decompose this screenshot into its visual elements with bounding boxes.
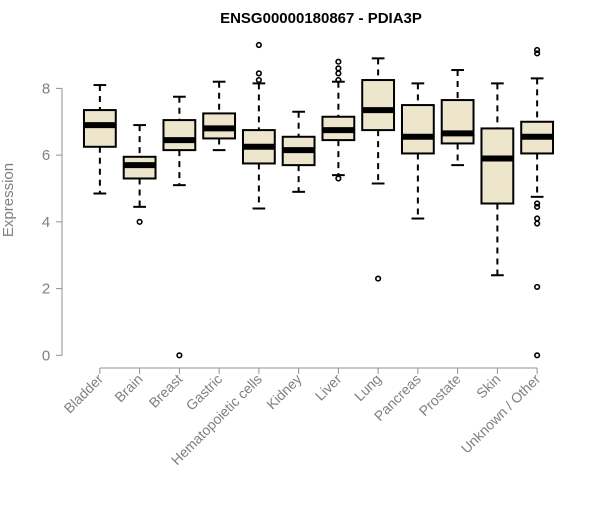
box-group xyxy=(480,82,515,277)
outlier-point xyxy=(335,70,342,77)
outlier-point xyxy=(534,200,541,207)
box-group xyxy=(440,69,475,167)
y-axis-label: Expression xyxy=(0,163,17,237)
outlier-point xyxy=(255,70,262,77)
y-tick-label: 2 xyxy=(42,281,50,298)
iqr-box xyxy=(361,79,396,132)
outlier-point xyxy=(335,76,342,84)
box-group xyxy=(82,84,117,195)
iqr-box xyxy=(480,127,515,205)
outlier-point xyxy=(534,220,541,227)
outlier-point xyxy=(335,175,342,182)
box-group xyxy=(520,46,555,359)
y-tick-label: 8 xyxy=(42,80,50,97)
y-tick-label: 0 xyxy=(42,347,50,364)
y-tick-label: 4 xyxy=(42,214,50,231)
axes: 0 2 4 6 8 xyxy=(42,80,538,369)
outlier-point xyxy=(375,275,382,282)
outlier-point xyxy=(136,218,143,225)
outlier-point xyxy=(176,352,183,359)
x-tick-label: Kidney xyxy=(263,371,305,413)
box-group xyxy=(321,58,356,182)
iqr-box xyxy=(162,119,197,152)
x-tick-label: Brain xyxy=(111,371,145,405)
outlier-point xyxy=(534,50,541,57)
iqr-box xyxy=(82,109,117,148)
outlier-point xyxy=(255,41,262,49)
box-group xyxy=(361,57,396,282)
x-tick-label: Liver xyxy=(312,371,345,404)
x-tick-label: Breast xyxy=(146,371,186,411)
outlier-point xyxy=(335,65,342,72)
x-tick-label: Lung xyxy=(351,371,384,404)
outlier-point xyxy=(534,215,541,222)
boxes xyxy=(82,41,555,359)
box-group xyxy=(122,124,157,225)
outlier-point xyxy=(534,283,541,291)
chart-title: ENSG00000180867 - PDIA3P xyxy=(220,10,422,27)
box-group xyxy=(241,41,276,210)
x-tick-label: Bladder xyxy=(61,371,107,417)
box-group xyxy=(202,80,237,152)
iqr-box xyxy=(440,99,475,145)
x-tick-label: Skin xyxy=(473,371,504,402)
outlier-point xyxy=(255,76,262,84)
outlier-point xyxy=(534,46,541,54)
iqr-box xyxy=(400,104,435,155)
box-group xyxy=(281,110,316,193)
outlier-point xyxy=(335,58,342,65)
y-tick-label: 6 xyxy=(42,147,50,164)
x-tick-label: Prostate xyxy=(416,371,464,419)
outlier-point xyxy=(534,203,541,210)
outlier-point xyxy=(534,352,541,359)
box-group xyxy=(162,95,197,359)
box-group xyxy=(400,82,435,220)
